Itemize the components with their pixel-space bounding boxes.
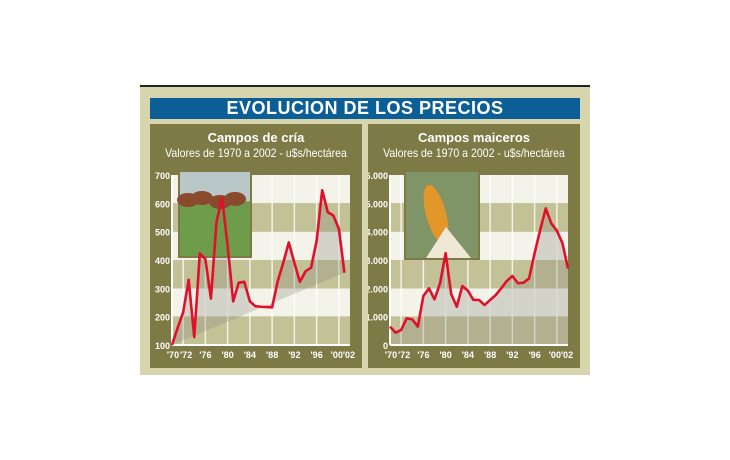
x-tick-label: '96 (529, 350, 541, 360)
y-tick-label: 4.000 (368, 228, 388, 238)
x-tick-label: '84 (462, 350, 474, 360)
x-tick-label: '84 (244, 350, 256, 360)
chart-title: Campos maiceros (418, 130, 530, 145)
x-tick-label: '72 (398, 350, 410, 360)
x-tick-label: '76 (417, 350, 429, 360)
y-tick-label: 500 (155, 228, 170, 238)
y-tick-label: 300 (155, 284, 170, 294)
x-tick-label: '70 (167, 350, 179, 360)
x-tick-label: '88 (266, 350, 278, 360)
y-tick-label: 1.000 (368, 313, 388, 323)
y-tick-label: 200 (155, 313, 170, 323)
cow-shape (191, 191, 213, 205)
x-tick-label: '92 (506, 350, 518, 360)
chart-subtitle: Valores de 1970 a 2002 - u$s/hectárea (165, 146, 347, 160)
main-title: EVOLUCION DE LOS PRECIOS (150, 98, 580, 119)
x-tick-label: '76 (199, 350, 211, 360)
x-tick-label: '00 (549, 350, 561, 360)
x-tick-label: '02 (561, 350, 573, 360)
x-tick-label: '02 (343, 350, 355, 360)
grid-band (172, 260, 350, 289)
area-fill (172, 190, 345, 345)
y-tick-label: 700 (155, 171, 170, 181)
chart-cria: 700 600 500 400 300 200 100'70'72 '76 '80 '84 '88 '… (155, 170, 355, 360)
chart-subtitle: Valores de 1970 a 2002 - u$s/hectárea (383, 146, 565, 160)
x-tick-label: '96 (311, 350, 323, 360)
grid-band (172, 288, 350, 317)
x-tick-label: '00 (331, 350, 343, 360)
y-tick-label: 3.000 (368, 256, 388, 266)
x-tick-label: '80 (222, 350, 234, 360)
x-tick-label: '92 (288, 350, 300, 360)
grid-band (172, 316, 350, 345)
price-line (170, 189, 346, 346)
x-tick-label: '88 (484, 350, 496, 360)
cow-shape (224, 192, 246, 206)
chart-panel-maiceros: Campos maiceros Valores de 1970 a 2002 -… (368, 124, 580, 368)
infographic: EVOLUCION DE LOS PRECIOS Campos de cría … (140, 85, 590, 375)
y-tick-label: 6.000 (368, 171, 388, 181)
grid-band (390, 260, 568, 289)
y-tick-label: 100 (155, 341, 170, 351)
y-tick-label: 0 (383, 341, 388, 351)
y-tick-label: 400 (155, 256, 170, 266)
corn-husk (426, 227, 471, 258)
x-tick-label: '80 (440, 350, 452, 360)
chart-panel-cria: Campos de cría Valores de 1970 a 2002 - … (150, 124, 362, 368)
area-fill (390, 208, 568, 345)
x-tick-label: '70 (385, 350, 397, 360)
chart-maiceros: 6.000 5.000 4.000 3.000 2.000 1.000 0'70'72 '76… (368, 170, 573, 360)
y-tick-label: 600 (155, 199, 170, 209)
corn-cob (423, 184, 449, 244)
y-tick-label: 2.000 (368, 284, 388, 294)
y-tick-label: 5.000 (368, 199, 388, 209)
x-tick-label: '72 (180, 350, 192, 360)
chart-title: Campos de cría (207, 130, 305, 145)
